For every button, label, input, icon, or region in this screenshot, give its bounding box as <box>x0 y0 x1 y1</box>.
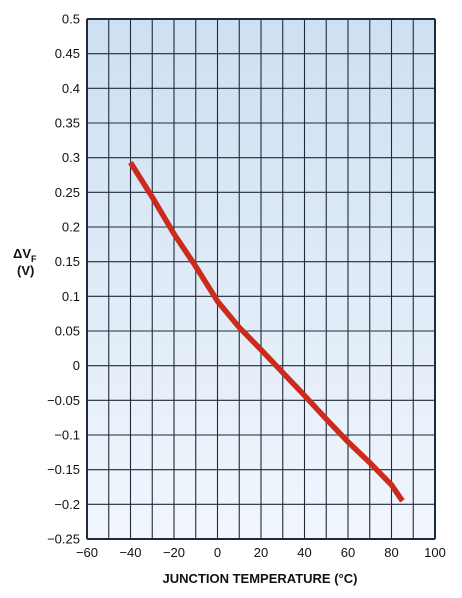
x-tick-label: 80 <box>384 545 398 560</box>
y-tick-label: 0.3 <box>62 150 80 165</box>
y-tick-label: −0.2 <box>54 497 80 512</box>
y-tick-label: −0.15 <box>47 462 80 477</box>
y-axis-unit: (V) <box>17 263 34 278</box>
y-tick-label: 0.1 <box>62 289 80 304</box>
y-tick-label: 0.5 <box>62 12 80 27</box>
y-tick-label: 0.05 <box>55 324 80 339</box>
x-tick-label: −60 <box>76 545 98 560</box>
y-tick-label: 0.45 <box>55 46 80 61</box>
x-tick-label: 0 <box>214 545 221 560</box>
y-tick-label: 0 <box>73 358 80 373</box>
y-tick-label: −0.25 <box>47 532 80 547</box>
y-tick-label: 0.15 <box>55 254 80 269</box>
x-tick-label: 20 <box>254 545 268 560</box>
x-tick-labels: −60 −40 −20 0 20 40 60 80 100 <box>76 545 446 560</box>
y-axis-title: ΔVF <box>13 246 37 264</box>
x-tick-label: 60 <box>341 545 355 560</box>
delta-vf-curve <box>128 161 405 503</box>
series-lines <box>128 161 405 503</box>
y-tick-label: −0.05 <box>47 393 80 408</box>
y-tick-labels: 0.5 0.45 0.4 0.35 0.3 0.25 0.2 0.15 0.1 0.05 0 −0.0… <box>47 12 80 547</box>
x-tick-label: −40 <box>119 545 141 560</box>
y-tick-label: 0.4 <box>62 81 80 96</box>
x-tick-label: 40 <box>297 545 311 560</box>
y-tick-label: 0.25 <box>55 185 80 200</box>
y-tick-label: 0.2 <box>62 220 80 235</box>
x-tick-label: −20 <box>163 545 185 560</box>
y-tick-label: 0.35 <box>55 116 80 131</box>
x-tick-label: 100 <box>424 545 446 560</box>
y-tick-label: −0.1 <box>54 428 80 443</box>
x-axis-title: JUNCTION TEMPERATURE (°C) <box>163 571 358 586</box>
